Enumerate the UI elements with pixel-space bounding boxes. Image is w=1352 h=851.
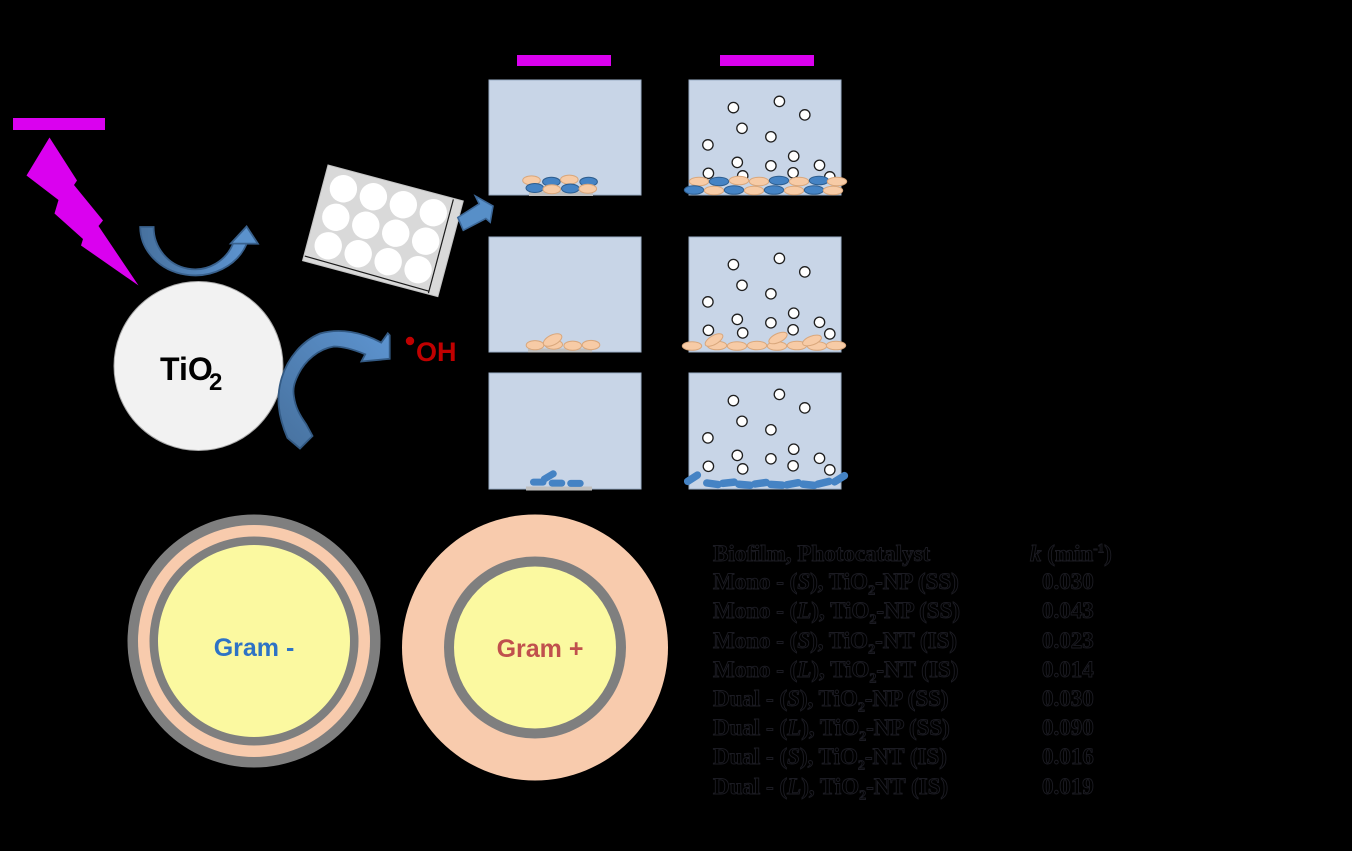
svg-text:2: 2: [209, 369, 222, 396]
svg-text:Gram -: Gram -: [214, 634, 295, 662]
svg-text:TiO: TiO: [160, 351, 213, 387]
svg-text:OH: OH: [416, 337, 457, 367]
svg-text:Gram +: Gram +: [497, 635, 584, 663]
